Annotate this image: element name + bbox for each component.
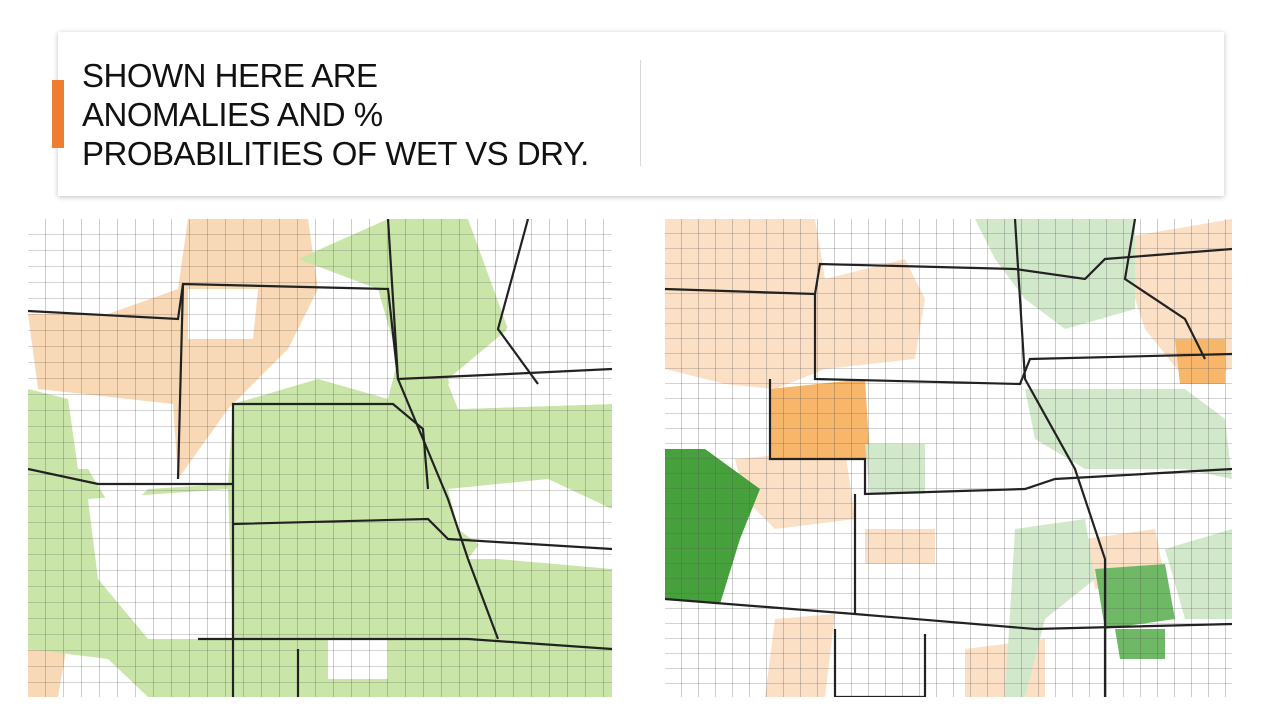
- divider: [640, 60, 641, 166]
- probability-map: [665, 219, 1232, 697]
- title-line: PROBABILITIES OF WET VS DRY.: [82, 135, 589, 172]
- anomaly-map: [28, 219, 612, 697]
- county-grid: [665, 219, 1232, 697]
- slide-title: SHOWN HERE ARE ANOMALIES AND % PROBABILI…: [82, 56, 589, 173]
- title-line: SHOWN HERE ARE: [82, 57, 378, 94]
- state-borders: [665, 219, 1232, 697]
- county-grid: [28, 219, 612, 697]
- accent-bar: [52, 80, 64, 148]
- state-borders: [28, 219, 612, 697]
- title-box: [58, 32, 1224, 196]
- title-line: ANOMALIES AND %: [82, 96, 383, 133]
